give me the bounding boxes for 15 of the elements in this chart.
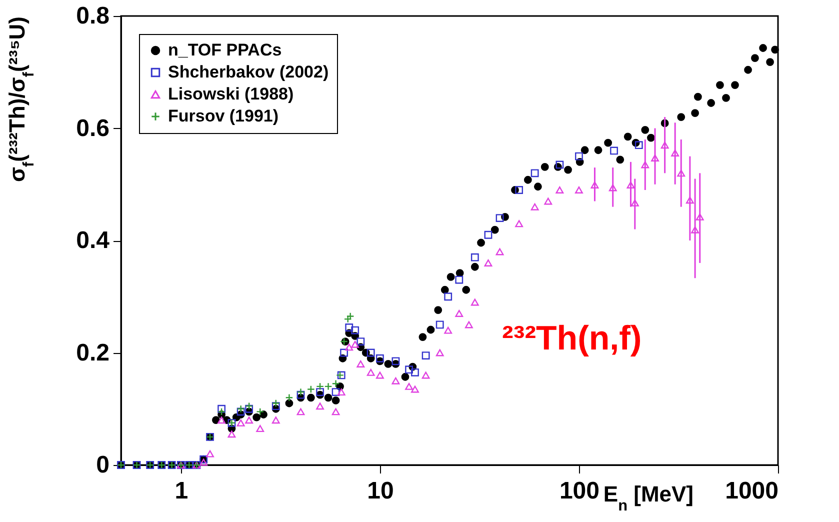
x-tick-label: 1 xyxy=(174,478,188,504)
x-tick-label: 100 xyxy=(559,478,600,504)
y-tick-label: 0.6 xyxy=(76,114,110,142)
x-tick-label: 10 xyxy=(367,478,394,504)
annotation: ²³²Th(n,f) xyxy=(502,319,642,358)
x-tick-label: 1000 xyxy=(725,478,778,504)
y-tick-label: 0 xyxy=(96,452,110,478)
y-tick-label: 0.4 xyxy=(76,227,110,254)
y-tick-label: 0.2 xyxy=(76,339,110,366)
legend-label: Fursov (1991) xyxy=(168,106,279,126)
legend-label: Lisowski (1988) xyxy=(168,84,294,104)
x-axis-title: E$_{n}$ [MeV] xyxy=(603,482,694,514)
legend-label: Shcherbakov (2002) xyxy=(168,62,329,82)
legend-label: n_TOF PPACs xyxy=(168,40,282,60)
y-tick-label: 0.8 xyxy=(76,2,110,30)
